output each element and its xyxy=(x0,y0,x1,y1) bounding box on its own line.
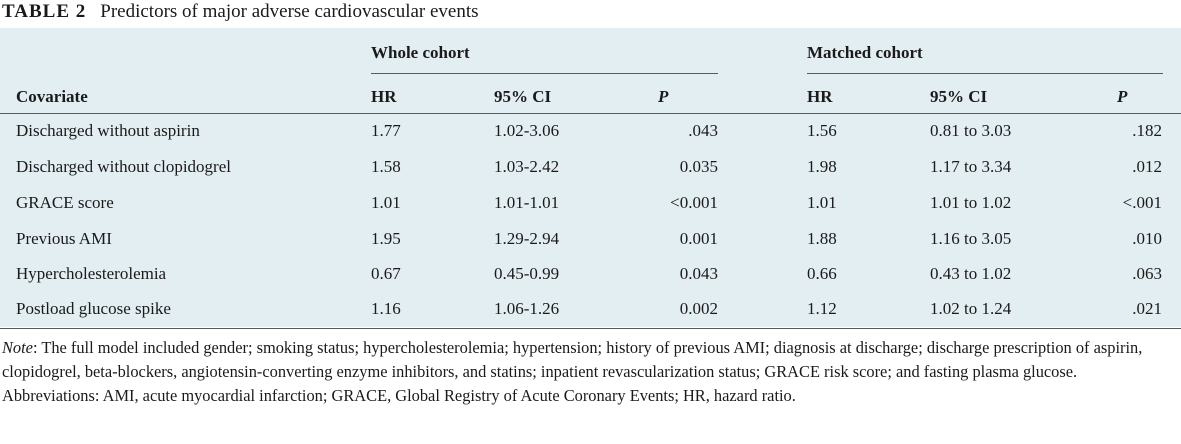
cell-ci-whole: 1.03-2.42 xyxy=(494,157,560,176)
cell-p-whole: 0.001 xyxy=(679,229,718,248)
cell-p-matched: .021 xyxy=(1132,299,1162,318)
column-header-hr-whole: HR xyxy=(371,87,397,106)
table-caption: TABLE 2 Predictors of major adverse cardi… xyxy=(2,0,479,24)
group-rule-whole xyxy=(371,73,718,74)
table-bottom-rule xyxy=(0,328,1181,329)
cell-ci-matched: 0.81 to 3.03 xyxy=(930,121,1012,140)
cell-hr-matched: 1.12 xyxy=(807,299,837,318)
cell-ci-matched: 1.17 to 3.34 xyxy=(930,157,1012,176)
cell-ci-whole: 1.02-3.06 xyxy=(494,121,560,140)
cell-p-matched: .010 xyxy=(1132,229,1162,248)
cell-ci-whole: 1.29-2.94 xyxy=(494,229,560,248)
cell-ci-matched: 1.02 to 1.24 xyxy=(930,299,1012,318)
cell-hr-whole: 0.67 xyxy=(371,264,401,283)
cell-hr-whole: 1.01 xyxy=(371,193,401,212)
cell-p-matched: <.001 xyxy=(1122,193,1162,212)
cell-ci-matched: 1.01 to 1.02 xyxy=(930,193,1012,212)
column-header-ci-matched: 95% CI xyxy=(930,87,988,106)
cell-hr-matched: 1.01 xyxy=(807,193,837,212)
footnote-abbreviations: Abbreviations: AMI, acute myocardial inf… xyxy=(2,386,796,405)
column-header-p-whole: P xyxy=(658,87,669,106)
cell-p-matched: .182 xyxy=(1132,121,1162,140)
column-header-covariate: Covariate xyxy=(16,87,88,106)
cell-p-whole: 0.043 xyxy=(679,264,718,283)
cell-p-whole: <0.001 xyxy=(670,193,718,212)
cell-covariate: Discharged without aspirin xyxy=(16,121,200,140)
cell-hr-whole: 1.77 xyxy=(371,121,401,140)
cell-p-whole: 0.002 xyxy=(679,299,718,318)
cell-ci-matched: 0.43 to 1.02 xyxy=(930,264,1012,283)
cell-covariate: Postload glucose spike xyxy=(16,299,171,318)
column-header-p-matched: P xyxy=(1117,87,1128,106)
cell-covariate: Hypercholesterolemia xyxy=(16,264,167,283)
group-rule-matched xyxy=(807,73,1163,74)
note-label: Note xyxy=(2,338,33,357)
column-header-ci-whole: 95% CI xyxy=(494,87,552,106)
cell-hr-whole: 1.95 xyxy=(371,229,401,248)
cell-ci-whole: 0.45-0.99 xyxy=(494,264,560,283)
cell-ci-matched: 1.16 to 3.05 xyxy=(930,229,1012,248)
group-header-matched-cohort: Matched cohort xyxy=(807,43,923,62)
cell-hr-matched: 1.98 xyxy=(807,157,837,176)
group-header-whole-cohort: Whole cohort xyxy=(371,43,470,62)
cell-covariate: Discharged without clopidogrel xyxy=(16,157,231,176)
cell-ci-whole: 1.06-1.26 xyxy=(494,299,560,318)
table-title: Predictors of major adverse cardiovascul… xyxy=(100,1,479,22)
cell-covariate: Previous AMI xyxy=(16,229,112,248)
note-text: : The full model included gender; smokin… xyxy=(2,338,1143,381)
cell-covariate: GRACE score xyxy=(16,193,114,212)
table-label: TABLE 2 xyxy=(2,1,87,22)
cell-hr-whole: 1.58 xyxy=(371,157,401,176)
cell-hr-matched: 1.88 xyxy=(807,229,837,248)
cell-hr-whole: 1.16 xyxy=(371,299,401,318)
footnote-note: Note: The full model included gender; sm… xyxy=(2,336,1180,384)
table-background xyxy=(0,28,1181,327)
table-footnote: Note: The full model included gender; sm… xyxy=(2,336,1180,408)
cell-hr-matched: 1.56 xyxy=(807,121,837,140)
column-header-hr-matched: HR xyxy=(807,87,833,106)
cell-p-whole: 0.035 xyxy=(679,157,718,176)
header-rule xyxy=(0,113,1181,114)
cell-p-whole: .043 xyxy=(688,121,718,140)
cell-p-matched: .063 xyxy=(1132,264,1162,283)
cell-ci-whole: 1.01-1.01 xyxy=(494,193,560,212)
cell-hr-matched: 0.66 xyxy=(807,264,837,283)
cell-p-matched: .012 xyxy=(1132,157,1162,176)
